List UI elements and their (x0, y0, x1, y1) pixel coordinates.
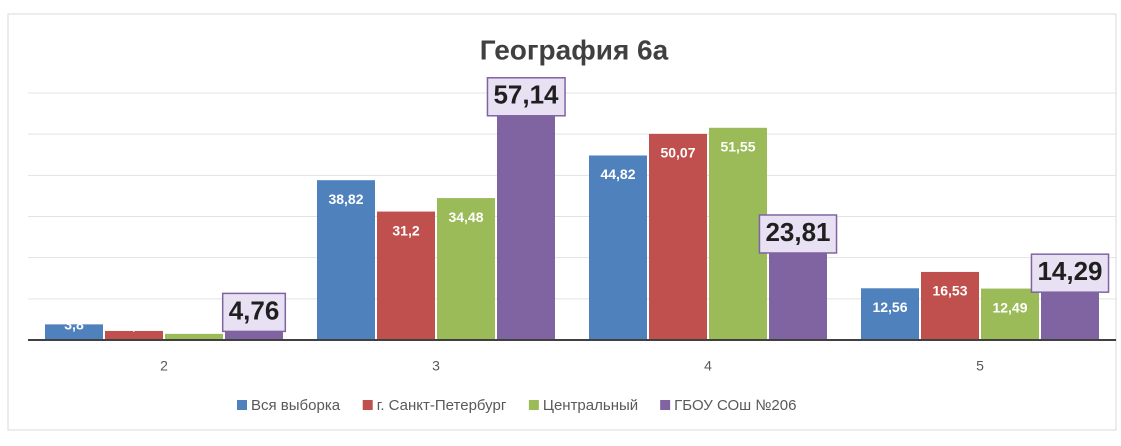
value-label: 51,55 (720, 138, 755, 154)
value-label-text: 23,81 (765, 217, 830, 247)
bar (921, 271, 979, 340)
legend-label: Центральный (543, 397, 638, 414)
value-label: 2,2 (124, 317, 144, 333)
x-tick-label: 5 (976, 358, 984, 374)
bar (709, 127, 767, 341)
chart-frame (7, 13, 1117, 431)
value-label-text: 14,29 (1037, 256, 1102, 286)
value-label: 44,82 (600, 166, 635, 182)
bar (497, 104, 555, 340)
x-tick-label: 3 (432, 358, 440, 374)
value-label-text: 4,76 (229, 295, 280, 325)
legend-label: г. Санкт-Петербург (377, 397, 507, 414)
bar (165, 333, 223, 340)
value-label: 31,2 (392, 222, 419, 238)
legend-label: ГБОУ СОш №206 (674, 397, 796, 414)
bar (45, 324, 103, 340)
value-label (486, 77, 566, 117)
legend-swatch (362, 400, 373, 410)
value-label: 3,8 (64, 317, 84, 333)
value-label: 1,49 (180, 317, 207, 333)
value-label: 12,56 (872, 299, 907, 315)
bar (437, 198, 495, 340)
x-tick-label: 4 (704, 358, 712, 374)
bar (861, 288, 919, 340)
value-label: 34,48 (448, 209, 483, 225)
value-label: 16,53 (932, 283, 967, 299)
chart-title: География 6а (480, 34, 669, 65)
value-label: 12,49 (992, 299, 1027, 315)
bar (105, 330, 163, 340)
value-label (758, 214, 838, 254)
legend-swatch (528, 400, 539, 410)
value-label-box (221, 292, 287, 333)
legend-label: Вся выборка (251, 397, 341, 414)
value-label (221, 292, 287, 333)
value-label-box (758, 214, 838, 254)
bar (589, 155, 647, 340)
bar (317, 180, 375, 340)
bar (981, 288, 1039, 340)
value-label-box (486, 77, 566, 117)
bar (377, 211, 435, 340)
value-label: 50,07 (660, 145, 695, 161)
x-tick-label: 2 (160, 358, 168, 374)
legend-swatch (660, 400, 671, 410)
legend-swatch (237, 400, 247, 410)
bar (769, 241, 827, 340)
value-label-text: 57,14 (493, 80, 559, 110)
value-label-box (1030, 253, 1110, 293)
value-label: 38,82 (328, 191, 363, 207)
value-label (1030, 253, 1110, 293)
bar (649, 133, 707, 340)
